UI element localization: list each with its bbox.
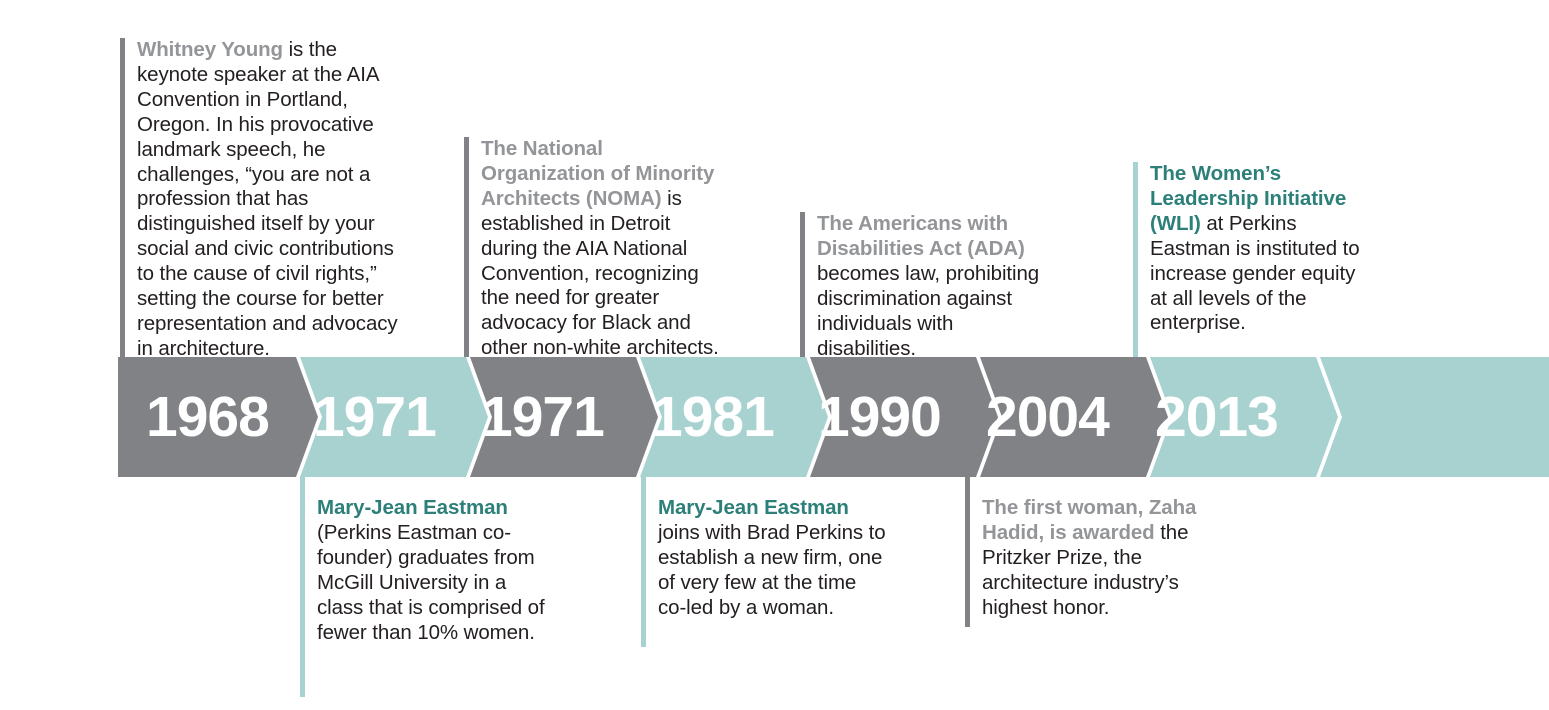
callout-rule-teal [1133,162,1138,357]
callout-text: Mary-Jean Eastman (Perkins Eastman co-fo… [300,477,545,645]
callout-rule-teal [641,477,646,647]
callout-noma: The National Organization of Minority Ar… [464,137,726,359]
year-label-1968: 1968 [146,385,270,449]
callout-rule-gray [965,477,970,627]
year-label-1981: 1981 [651,385,775,449]
callout-lead: The Americans with Disabilities Act (ADA… [817,212,1025,260]
callout-text: Whitney Young is the keynote speaker at … [120,38,410,362]
callout-rule-gray [800,212,805,357]
chevron-1981 [640,357,828,477]
callout-body: joins with Brad Perkins to establish a n… [658,520,886,619]
chevron-2004 [980,357,1168,477]
year-label-1971-a: 1971 [313,385,437,449]
callout-mary-jean-eastman-mcgill: Mary-Jean Eastman (Perkins Eastman co-fo… [300,477,545,697]
chevron-trailing [1320,357,1549,477]
callout-lead: Mary-Jean Eastman [317,496,508,519]
callout-lead: The National Organization of Minority Ar… [481,137,715,210]
callout-body: at Perkins Eastman is instituted to incr… [1150,211,1360,335]
year-label-1990: 1990 [818,385,942,449]
callout-rule-gray [120,38,125,357]
callout-text: The Americans with Disabilities Act (ADA… [800,212,1048,361]
callout-mary-jean-eastman-firm: Mary-Jean Eastman joins with Brad Perkin… [641,477,886,647]
callout-body: becomes law, prohibiting discrimination … [817,261,1040,360]
year-label-2004: 2004 [986,385,1110,449]
callout-body: (Perkins Eastman co-founder) graduates f… [317,520,545,644]
year-label-1971-b: 1971 [481,385,605,449]
callout-body: the Pritzker Prize, the architecture ind… [982,520,1189,619]
callout-text: Mary-Jean Eastman joins with Brad Perkin… [641,477,886,621]
callout-rule-teal [300,477,305,697]
callout-text: The first woman, Zaha Hadid, is awarded … [965,477,1215,621]
chevron-1971-b [470,357,658,477]
chevron-2013 [1150,357,1338,477]
callout-text: The National Organization of Minority Ar… [464,137,726,361]
callout-body: is established in Detroit during the AIA… [481,186,719,360]
chevron-1968 [118,357,318,477]
callout-whitney-young: Whitney Young is the keynote speaker at … [120,38,410,360]
callout-ada: The Americans with Disabilities Act (ADA… [800,212,1048,360]
chevron-1990 [810,357,998,477]
chevron-1971-a [300,357,488,477]
callout-wli: The Women’s Leadership Initiative (WLI) … [1133,162,1368,357]
callout-zaha-hadid: The first woman, Zaha Hadid, is awarded … [965,477,1215,627]
callout-body: is the keynote speaker at the AIA Conven… [137,38,398,360]
callout-lead: The Women’s Leadership Initiative (WLI) [1150,162,1347,235]
callout-text: The Women’s Leadership Initiative (WLI) … [1133,162,1368,336]
timeline-chevrons [118,357,1549,477]
callout-lead: Whitney Young [137,38,283,61]
callout-rule-gray [464,137,469,357]
timeline-bar: 1968 1971 1971 1981 1990 2004 2013 [118,357,1549,477]
callout-lead: Mary-Jean Eastman [658,496,849,519]
callout-lead: The first woman, Zaha Hadid, is awarded [982,496,1197,544]
year-label-2013: 2013 [1155,385,1279,449]
